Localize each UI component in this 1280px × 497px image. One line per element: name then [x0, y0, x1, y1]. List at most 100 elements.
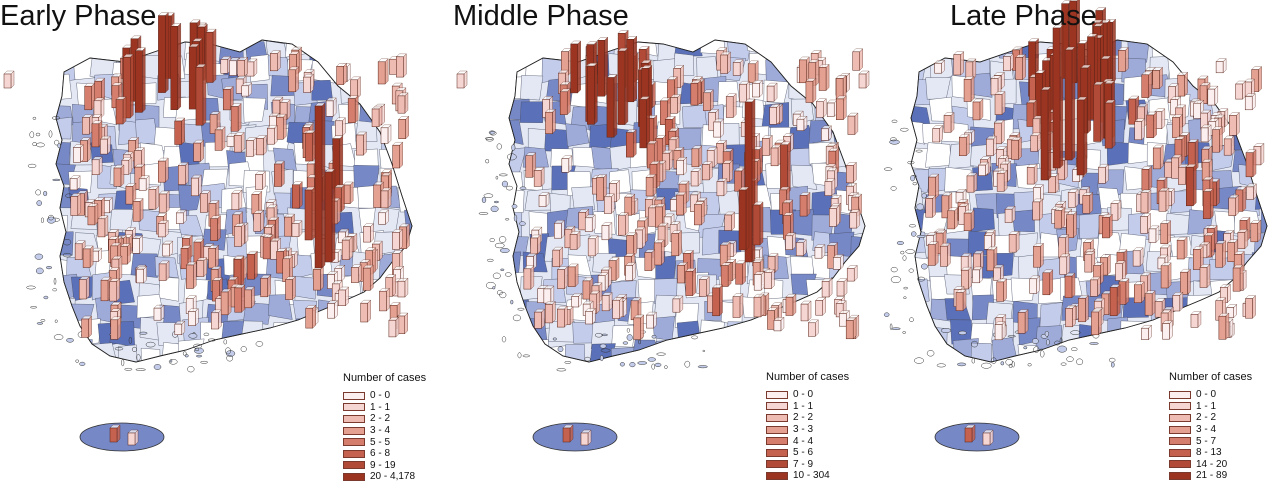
- case-bar: [91, 156, 103, 176]
- case-bar: [561, 155, 573, 173]
- legend-item: 0 - 0: [1169, 389, 1252, 401]
- case-bar: [994, 321, 1006, 341]
- legend-swatch: [1169, 460, 1191, 469]
- legend-label: 0 - 0: [793, 389, 814, 401]
- case-bar: [398, 115, 410, 140]
- legend-label: 4 - 4: [793, 435, 814, 447]
- case-bar: [1077, 294, 1089, 323]
- case-bar: [805, 77, 817, 103]
- case-bar: [378, 209, 390, 225]
- case-bar: [87, 203, 99, 226]
- case-bar: [559, 88, 571, 116]
- case-bar: [170, 22, 182, 111]
- case-bar: [305, 304, 317, 329]
- case-bar: [230, 102, 242, 132]
- case-bar: [1069, 0, 1080, 84]
- case-bars: [456, 29, 864, 446]
- case-bar: [1089, 276, 1101, 297]
- case-bar: [1171, 113, 1183, 139]
- legend-item: 9 - 19: [343, 460, 426, 472]
- case-bar: [1042, 269, 1054, 296]
- case-bar: [846, 264, 858, 282]
- case-bar: [785, 293, 797, 316]
- case-bar: [828, 204, 840, 227]
- case-bar: [1092, 262, 1104, 285]
- coastal-islands: [883, 119, 1116, 369]
- legend-label: 6 - 8: [370, 448, 391, 460]
- case-bar: [1245, 183, 1257, 200]
- case-bar: [720, 262, 732, 287]
- case-bar: [685, 267, 697, 297]
- case-bar: [1228, 194, 1240, 217]
- case-bar: [739, 80, 750, 103]
- case-bar: [233, 222, 245, 247]
- case-bar: [985, 135, 997, 157]
- case-bar: [1200, 109, 1212, 130]
- case-bar: [958, 133, 970, 157]
- case-bar: [978, 161, 990, 177]
- case-bar: [70, 192, 82, 216]
- panel-title: Early Phase: [0, 0, 157, 32]
- case-bar: [338, 286, 350, 307]
- legend-swatch: [1169, 471, 1191, 480]
- case-bar: [1114, 260, 1126, 282]
- legend-item: 3 - 4: [1169, 424, 1252, 436]
- case-bar: [388, 316, 400, 338]
- case-bar: [964, 424, 976, 443]
- case-bar: [121, 156, 133, 175]
- case-bar: [133, 147, 145, 169]
- case-bar: [1172, 291, 1184, 312]
- case-bar: [1199, 263, 1211, 288]
- legend-swatch: [343, 414, 365, 423]
- case-bar: [158, 190, 170, 213]
- case-bar: [1104, 99, 1116, 149]
- panel-title: Late Phase: [950, 0, 1097, 32]
- case-bar: [734, 167, 746, 192]
- case-bar: [712, 284, 723, 317]
- case-bar: [725, 93, 737, 119]
- case-bar: [534, 308, 546, 329]
- case-bar: [1211, 126, 1223, 153]
- case-bar: [785, 232, 797, 251]
- case-bar: [824, 178, 836, 197]
- case-bar: [835, 95, 847, 121]
- case-bar: [1245, 295, 1256, 319]
- case-bar: [996, 169, 1008, 192]
- case-bar: [1029, 275, 1041, 294]
- case-bar: [456, 70, 468, 89]
- legend-title: Number of cases: [343, 372, 427, 384]
- case-bar: [193, 139, 205, 162]
- case-bar: [676, 156, 688, 176]
- case-bar: [1109, 283, 1121, 317]
- case-bar: [1152, 66, 1164, 90]
- case-bar: [672, 295, 684, 313]
- case-bar: [260, 274, 272, 298]
- legend-label: 7 - 9: [793, 458, 814, 470]
- case-bar: [1032, 184, 1044, 204]
- case-bar: [82, 245, 94, 268]
- case-bar: [1032, 242, 1044, 268]
- case-bar: [1059, 253, 1071, 276]
- case-bar: [795, 239, 807, 257]
- case-bar: [925, 194, 937, 218]
- case-bar: [391, 228, 403, 250]
- legend-swatch: [343, 449, 365, 458]
- legend-swatch: [766, 471, 788, 480]
- legend-swatch: [766, 448, 788, 457]
- case-bar: [587, 235, 599, 257]
- case-bar: [808, 59, 820, 87]
- case-bar: [1223, 135, 1235, 156]
- case-bar: [544, 108, 556, 135]
- case-bar: [1215, 58, 1227, 74]
- case-bar: [769, 103, 781, 125]
- case-bar: [285, 276, 296, 301]
- case-bar: [1226, 303, 1238, 319]
- legend-item: 21 - 89: [1169, 470, 1252, 482]
- case-bar: [233, 131, 245, 153]
- legend-swatch: [1169, 402, 1191, 411]
- case-bar: [312, 265, 324, 291]
- case-bar: [625, 261, 637, 281]
